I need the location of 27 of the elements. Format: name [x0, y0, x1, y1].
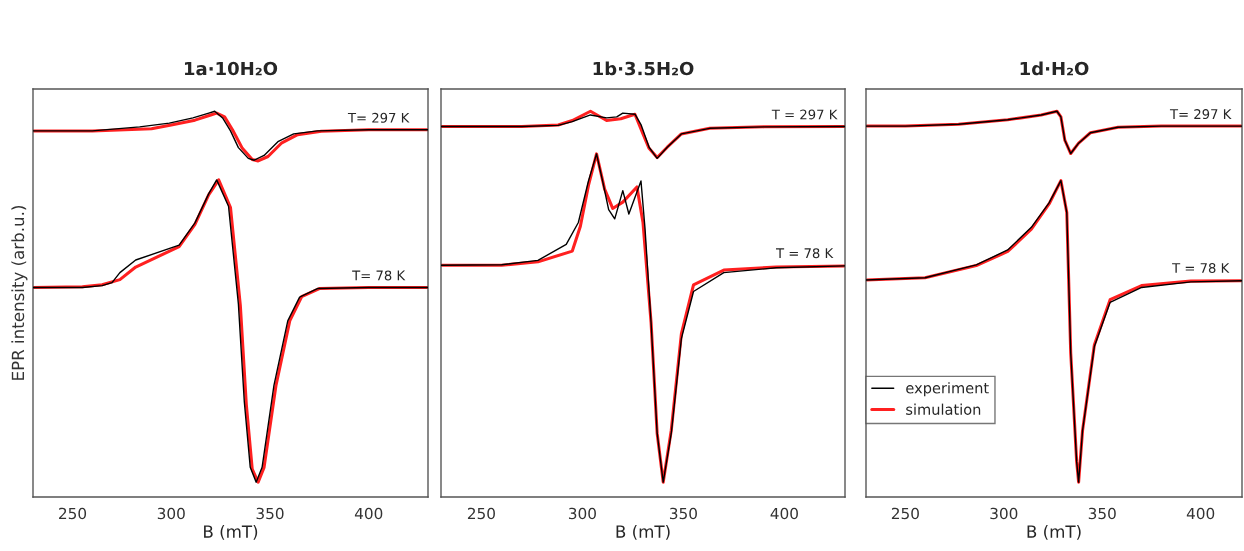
annotation: T= 297 K: [1169, 109, 1232, 120]
x-tick-label: 400: [354, 507, 383, 520]
annotation: T = 297 K: [771, 109, 838, 120]
chart-title: 1a·10H₂O: [184, 61, 278, 76]
x-tick-label: 300: [157, 507, 185, 520]
x-tick-label: 350: [1088, 507, 1116, 520]
x-tick-label: 300: [990, 507, 1018, 520]
legend-label: experiment: [906, 382, 989, 397]
annotation: T= 297 K: [347, 112, 410, 123]
x-tick-label: 250: [59, 507, 87, 520]
x-axis-title: B (mT): [616, 525, 670, 540]
x-tick-label: 400: [770, 507, 798, 520]
legend-label: simulation: [906, 403, 981, 415]
x-tick-label: 350: [669, 507, 697, 520]
chart-title: 1b·3.5H₂O: [593, 61, 694, 76]
x-axis-title: B (mT): [1027, 525, 1081, 540]
x-tick-label: 250: [467, 507, 495, 520]
chart-title: 1d·H₂O: [1020, 61, 1089, 76]
x-axis-title: B (mT): [204, 525, 258, 540]
annotation: T = 78 K: [775, 248, 834, 259]
x-tick-label: 350: [256, 507, 284, 520]
y-axis-title: EPR intensity (arb.u.): [11, 206, 28, 380]
x-tick-label: 250: [891, 507, 919, 520]
x-tick-label: 400: [1186, 507, 1215, 520]
x-tick-label: 300: [568, 507, 596, 520]
annotation: T = 78 K: [1172, 263, 1230, 274]
annotation: T= 78 K: [352, 270, 406, 281]
